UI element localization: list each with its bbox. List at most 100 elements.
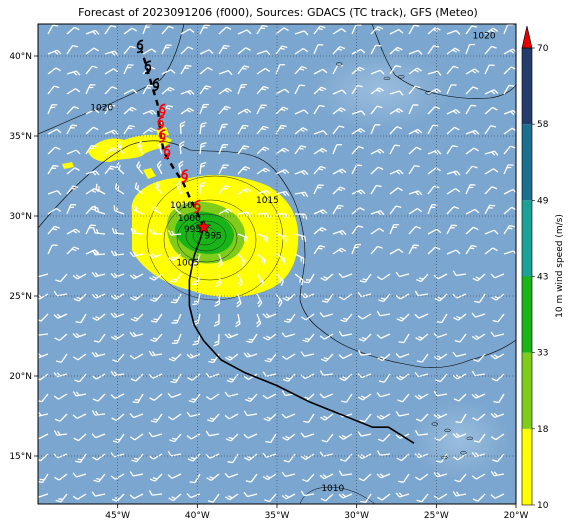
wind-barb <box>161 44 172 55</box>
wind-barb <box>237 65 250 75</box>
wind-barb <box>199 49 214 55</box>
wind-barb <box>300 373 315 380</box>
wind-barb <box>207 493 220 503</box>
island <box>466 436 474 441</box>
forecast-point <box>159 103 166 118</box>
wind-barb <box>465 208 480 215</box>
wind-barb <box>452 491 467 497</box>
wind-barb <box>465 226 479 235</box>
wind-barb <box>218 70 233 76</box>
colorbar-tick-label: 49 <box>537 196 549 206</box>
wind-barb <box>378 293 391 303</box>
wind-barb <box>192 293 201 306</box>
wind-barb <box>218 144 229 155</box>
wind-barb <box>150 293 163 303</box>
wind-barb <box>340 313 353 323</box>
wind-barb <box>359 413 372 423</box>
wind-barb <box>85 224 96 235</box>
wind-barb <box>446 188 461 195</box>
wind-barb <box>256 233 268 243</box>
wind-barb <box>503 109 516 116</box>
wind-barb <box>332 107 346 115</box>
wind-barb <box>389 108 404 115</box>
wind-barb <box>47 225 60 235</box>
wind-barb <box>170 293 182 304</box>
wind-barb <box>370 227 385 235</box>
observed-track <box>188 226 415 444</box>
wind-barb <box>446 126 460 135</box>
wind-barb <box>72 413 87 420</box>
wind-barb <box>446 108 461 115</box>
colorbar-segment <box>522 428 532 505</box>
wind-barb <box>130 313 144 322</box>
wind-barb <box>320 413 334 421</box>
wind-barb <box>332 186 346 195</box>
wind-barb <box>199 24 210 35</box>
wind-barb <box>237 187 252 195</box>
wind-barb <box>300 453 315 460</box>
colorbar-tick-label: 33 <box>537 349 548 359</box>
wind-barb <box>446 145 458 155</box>
isobar-label: 1010 <box>170 201 193 211</box>
isobar <box>185 220 227 252</box>
wind-barb <box>38 271 49 278</box>
wind-barb <box>408 67 422 75</box>
wind-barb <box>180 46 194 55</box>
wind-barb <box>294 65 307 75</box>
wind-barb <box>351 207 365 215</box>
wind-barb <box>110 333 125 341</box>
colorbar-segment <box>522 276 532 353</box>
x-tick-label: 20°W <box>504 511 529 521</box>
forecast-point <box>144 60 152 74</box>
wind-barb <box>54 413 68 422</box>
wind-barb <box>435 373 448 383</box>
wind-barb <box>300 351 315 357</box>
wind-barb <box>378 373 391 383</box>
wind-barb <box>490 412 505 418</box>
wind-barb <box>123 45 136 55</box>
wind-barb <box>490 470 505 477</box>
wind-barb <box>136 161 144 175</box>
wind-barb <box>408 207 423 215</box>
wind-barb <box>218 105 231 115</box>
wind-barb <box>167 473 182 479</box>
wind-barb <box>370 245 383 255</box>
wind-zone-18 <box>62 162 74 169</box>
wind-barb <box>218 123 228 135</box>
wind-barb <box>351 243 361 255</box>
wind-barb <box>104 104 116 115</box>
colorbar-segment <box>522 124 532 201</box>
wind-barb <box>142 109 157 115</box>
wind-barb <box>206 473 220 481</box>
wind-barb <box>446 29 461 35</box>
wind-barb <box>302 333 315 343</box>
wind-barb <box>275 45 288 55</box>
wind-barb <box>455 413 467 424</box>
wind-barb <box>226 373 239 383</box>
wind-barb <box>452 270 467 277</box>
wind-barb <box>85 47 99 55</box>
wind-barb <box>256 24 268 35</box>
wind-barb <box>111 227 125 235</box>
wind-barb <box>408 190 423 196</box>
wind-barb <box>275 27 289 35</box>
wind-barb <box>414 430 429 436</box>
wind-barb <box>465 244 477 255</box>
wind-barb <box>161 25 174 35</box>
wind-barb <box>433 413 448 419</box>
wind-barb <box>427 106 441 115</box>
wind-barb <box>66 228 81 235</box>
wind-barb <box>130 373 144 382</box>
wind-barb <box>237 108 252 115</box>
isobar-label: 1010 <box>321 484 344 494</box>
wind-barb <box>264 353 277 363</box>
wind-barb <box>453 313 467 321</box>
wind-barb <box>454 473 467 483</box>
island <box>335 62 343 66</box>
wind-barb <box>319 312 334 318</box>
wind-barb <box>376 392 391 398</box>
wind-barb <box>275 293 283 307</box>
wind-barb <box>427 70 442 76</box>
wind-barb <box>484 229 499 235</box>
